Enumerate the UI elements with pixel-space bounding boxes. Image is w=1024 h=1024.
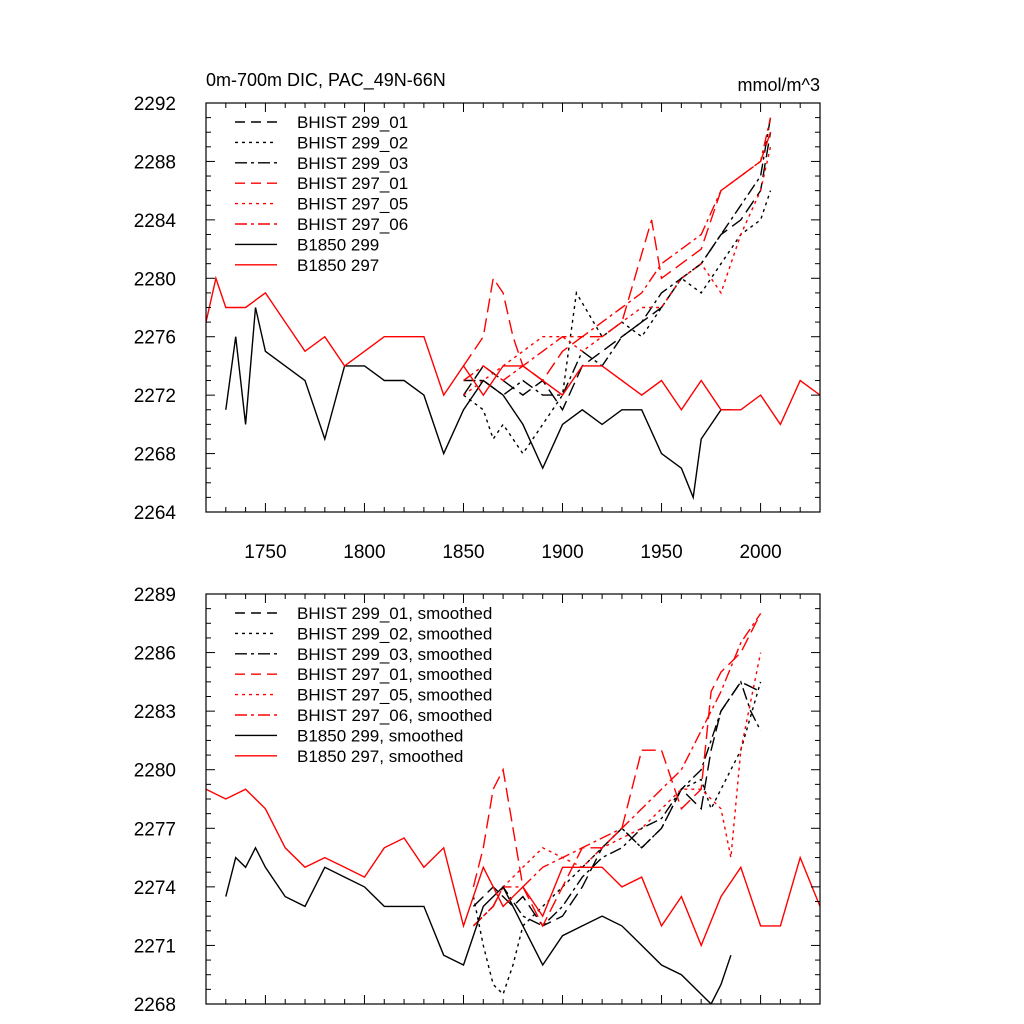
series-line-6 [472,613,762,927]
legend-label-3: BHIST 299_03, smoothed [297,645,492,664]
y-tick-label: 2289 [134,585,176,606]
bottom-chart-panel: 2268 2271 2274 2277 2280 2283 2286 2289 BHIST 29… [134,585,821,1016]
legend-label-2: BHIST 299_02, smoothed [297,624,492,643]
series-line-7 [225,846,732,1004]
y-tick-label: 2272 [134,386,176,407]
series-line-8 [206,275,820,426]
series-line-3 [463,117,772,396]
y-tick-label: 2264 [134,503,177,524]
top-chart-panel: 2264 2268 2272 2276 2280 2284 2288 2292 1750 1800… [134,70,821,563]
y-tick-label: 2284 [134,211,177,232]
y-tick-label: 2280 [134,761,176,782]
legend-label-7: B1850 299, smoothed [297,726,463,745]
legend-label-3: BHIST 299_03 [297,154,408,173]
chart-units: mmol/m^3 [738,75,820,95]
series-line-8 [206,788,820,948]
series-line-5 [472,652,762,927]
y-tick-label: 2271 [134,936,176,957]
legend-label-4: BHIST 297_01 [297,174,408,193]
y-tick-label: 2283 [134,702,176,723]
legend-label-5: BHIST 297_05, smoothed [297,686,492,705]
series-line-1 [472,681,761,927]
x-tick-label: 1850 [442,542,484,563]
y-tick-label: 2286 [134,644,176,665]
legend-label-8: B1850 297, smoothed [297,747,463,766]
series-line-5 [463,146,772,396]
x-tick-label: 2000 [739,542,781,563]
series-line-6 [463,117,772,382]
legend-label-2: BHIST 299_02 [297,133,408,152]
legend-label-6: BHIST 297_06, smoothed [297,706,492,725]
y-tick-label: 2292 [134,94,176,115]
legend-label-4: BHIST 297_01, smoothed [297,665,492,684]
y-tick-label: 2288 [134,152,176,173]
series-line-3 [472,680,762,927]
series-line-7 [225,307,731,501]
y-tick-label: 2280 [134,269,176,290]
legend-label-1: BHIST 299_01 [297,113,408,132]
legend-label-7: B1850 299 [297,235,379,254]
y-tick-label: 2277 [134,819,176,840]
x-tick-label: 1800 [343,542,385,563]
chart-title: 0m-700m DIC, PAC_49N-66N [206,70,446,91]
x-tick-label: 1950 [640,542,682,563]
y-tick-label: 2268 [134,995,176,1016]
legend-label-8: B1850 297 [297,256,379,275]
y-tick-label: 2276 [134,328,176,349]
legend-label-6: BHIST 297_06 [297,215,408,234]
series-line-1 [462,132,772,412]
legend-label-5: BHIST 297_05 [297,195,408,214]
series-line-2 [472,681,762,996]
x-tick-label: 1750 [244,542,286,563]
series-line-4 [472,613,762,928]
y-tick-label: 2268 [134,445,176,466]
legend-label-1: BHIST 299_01, smoothed [297,604,492,623]
y-tick-label: 2274 [134,878,177,899]
x-tick-label: 1900 [541,542,583,563]
